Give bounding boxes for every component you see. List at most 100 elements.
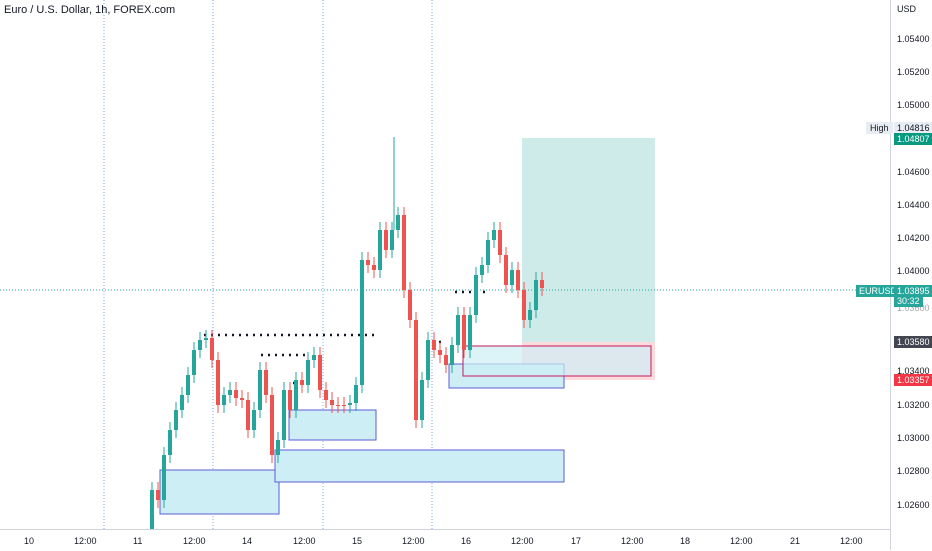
time-tick: 12:00 xyxy=(402,536,425,546)
candle-body xyxy=(294,380,298,410)
time-tick: 12:00 xyxy=(621,536,644,546)
time-tick: 12:00 xyxy=(840,536,863,546)
candle-body xyxy=(540,280,544,288)
candle-body xyxy=(372,265,376,270)
candle-body xyxy=(384,230,388,250)
candle-body xyxy=(420,380,424,420)
price-tick: 1.04000 xyxy=(897,266,930,276)
symbol-tag: EURUSD xyxy=(856,285,901,297)
position-target-zone xyxy=(522,138,655,342)
time-tick: 14 xyxy=(242,536,253,546)
price-tick: 1.03000 xyxy=(897,433,930,443)
price-tick: 1.05400 xyxy=(897,34,930,44)
candle-body xyxy=(444,355,448,365)
candle-body xyxy=(462,315,466,350)
session-lines xyxy=(103,0,433,529)
candle-body xyxy=(342,405,346,406)
time-tick: 11 xyxy=(133,536,143,546)
candle-body xyxy=(324,390,328,400)
candle-body xyxy=(510,270,514,285)
price-tick: 1.04400 xyxy=(897,200,930,210)
time-tick: 17 xyxy=(571,536,582,546)
candle-body xyxy=(408,290,412,320)
candle-body xyxy=(216,360,220,405)
price-tick: 1.04600 xyxy=(897,167,930,177)
time-tick: 21 xyxy=(790,536,801,546)
candle-body xyxy=(336,405,340,406)
candle-body xyxy=(534,280,538,310)
candle-body xyxy=(168,430,172,455)
candle-body xyxy=(252,410,256,430)
chart-title: Euro / U.S. Dollar, 1h, FOREX.com xyxy=(4,4,176,16)
candle-body xyxy=(378,230,382,270)
time-tick: 16 xyxy=(461,536,472,546)
high-value-tag: 1.04816 xyxy=(894,122,932,134)
time-axis[interactable] xyxy=(0,529,890,551)
candle-body xyxy=(228,390,232,395)
candle-body xyxy=(474,275,478,315)
candle-body xyxy=(174,410,178,430)
entry-price-tag: 1.03580 xyxy=(894,336,932,348)
candle-body xyxy=(258,370,262,410)
current-price-tag: 1.03895 xyxy=(894,285,932,297)
price-tick: 1.05000 xyxy=(897,100,930,110)
candle-body xyxy=(330,400,334,405)
candle-body xyxy=(456,315,460,345)
candle-body xyxy=(300,380,304,385)
price-tick: 1.02600 xyxy=(897,500,930,510)
candle-body xyxy=(522,290,526,320)
zone-rect xyxy=(159,469,280,515)
candle-body xyxy=(282,390,286,440)
candle-body xyxy=(354,385,358,403)
candle-body xyxy=(528,310,532,320)
candle-body xyxy=(486,240,490,265)
price-axis[interactable] xyxy=(890,0,932,550)
candle-body xyxy=(366,260,370,265)
candle-body xyxy=(180,395,184,410)
price-tick: 1.03200 xyxy=(897,400,930,410)
candle-body xyxy=(426,340,430,380)
candle-body xyxy=(468,315,472,350)
candle-body xyxy=(402,215,406,290)
candle-body xyxy=(198,340,202,350)
candle-body xyxy=(306,360,310,385)
candle-body xyxy=(162,455,166,500)
time-tick: 10 xyxy=(24,536,35,546)
candle-body xyxy=(348,403,352,405)
liquidity-levels xyxy=(204,290,487,385)
candle-body xyxy=(498,230,502,255)
candle-body xyxy=(270,395,274,455)
candle-body xyxy=(432,340,436,350)
price-tick: 1.05200 xyxy=(897,67,930,77)
candle-body xyxy=(222,395,226,405)
time-tick: 12:00 xyxy=(74,536,97,546)
candle-body xyxy=(192,350,196,375)
candle-body xyxy=(504,255,508,285)
candle-body xyxy=(276,440,280,455)
candle-body xyxy=(390,230,394,250)
time-tick: 12:00 xyxy=(511,536,534,546)
stop-price-tag: 1.03357 xyxy=(894,374,932,386)
candle-body xyxy=(312,355,316,360)
candle-body xyxy=(396,215,400,230)
zone-rect xyxy=(274,449,565,483)
candle-body xyxy=(438,350,442,355)
price-tick: 1.02800 xyxy=(897,466,930,476)
candle-body xyxy=(204,338,208,340)
candle-body xyxy=(246,400,250,430)
candle-body xyxy=(150,490,154,540)
candle-body xyxy=(492,230,496,240)
candle-body xyxy=(516,270,520,290)
countdown-tag: 30:32 xyxy=(894,295,923,307)
currency-label: USD xyxy=(897,4,917,14)
time-tick: 12:00 xyxy=(293,536,316,546)
candle-body xyxy=(450,345,454,365)
candle-body xyxy=(240,398,244,400)
candle-body xyxy=(156,490,160,500)
time-tick: 18 xyxy=(680,536,691,546)
price-tick: 1.03600 xyxy=(897,303,930,313)
zone-rect xyxy=(462,345,652,377)
candlesticks xyxy=(150,137,544,548)
candle-body xyxy=(234,390,238,398)
